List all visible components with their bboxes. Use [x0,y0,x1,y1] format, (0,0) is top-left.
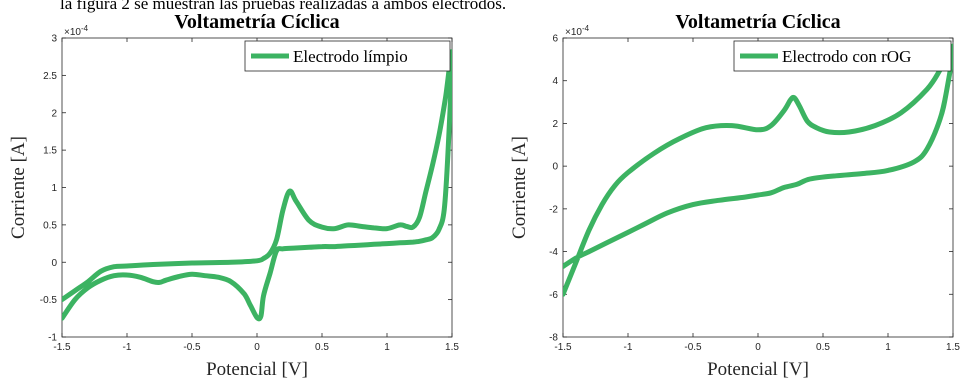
y-tick-label: 0.5 [43,220,57,231]
x-tick-label: -0.5 [684,342,702,353]
series-line [563,43,953,297]
x-tick-label: 0.5 [315,342,329,353]
y-tick-label: -0.5 [40,295,58,306]
chart-panel-left: -1.5 -1 -0.5 0 0.5 1 1.5-1-0.500.511.522.53×10… [8,11,459,380]
plot-area-box [61,37,453,338]
x-axis-label: Potencial [V] [707,359,809,380]
y-tick-label: -2 [549,204,558,215]
chart-title: Voltametría Cíclica [675,11,840,33]
y-exponent-label: ×10-4 [64,24,89,38]
y-tick-label: 1 [51,183,57,194]
legend-label: Electrodo con rOG [782,47,911,66]
y-tick-label: 1.5 [43,146,57,157]
y-axis-label: Corriente [A] [8,136,29,239]
x-tick-label: 1 [384,342,390,353]
x-axis-label: Potencial [V] [206,359,308,380]
plot-area-box [562,37,954,338]
y-tick-label: 0 [552,162,558,173]
legend-box [244,40,451,72]
x-tick-label: -1.5 [554,342,572,353]
y-tick-label: 2 [552,119,558,130]
y-exponent-power: -4 [81,24,89,33]
x-tick-label: 1 [885,342,891,353]
x-tick-label: 0 [755,342,761,353]
x-tick-label: -0.5 [183,342,201,353]
x-tick-label: -1.5 [53,342,71,353]
y-tick-label: -1 [48,333,57,344]
x-tick-label: 1.5 [445,342,459,353]
caption-text: la figura 2 se muestran las pruebas real… [60,0,506,13]
series-line [62,49,452,322]
x-tick-label: -1 [624,342,633,353]
y-axis-label: Corriente [A] [509,136,530,239]
x-tick-label: 0.5 [816,342,830,353]
chart-title: Voltametría Cíclica [174,11,339,33]
y-tick-label: 3 [51,34,57,45]
y-tick-label: -8 [549,333,558,344]
x-tick-label: -1 [123,342,132,353]
y-tick-label: 0 [51,258,57,269]
x-tick-label: 0 [254,342,260,353]
y-exponent-label: ×10-4 [565,24,590,38]
y-tick-label: -4 [549,247,558,258]
y-tick-label: -6 [549,290,558,301]
y-exponent-base: ×10 [565,27,582,38]
y-exponent-power: -4 [582,24,590,33]
y-tick-label: 4 [552,76,558,87]
y-tick-label: 2 [51,108,57,119]
y-exponent-base: ×10 [64,27,81,38]
legend-label: Electrodo límpio [293,47,408,66]
y-tick-label: 2.5 [43,71,57,82]
x-tick-label: 1.5 [946,342,960,353]
y-tick-label: 6 [552,34,558,45]
